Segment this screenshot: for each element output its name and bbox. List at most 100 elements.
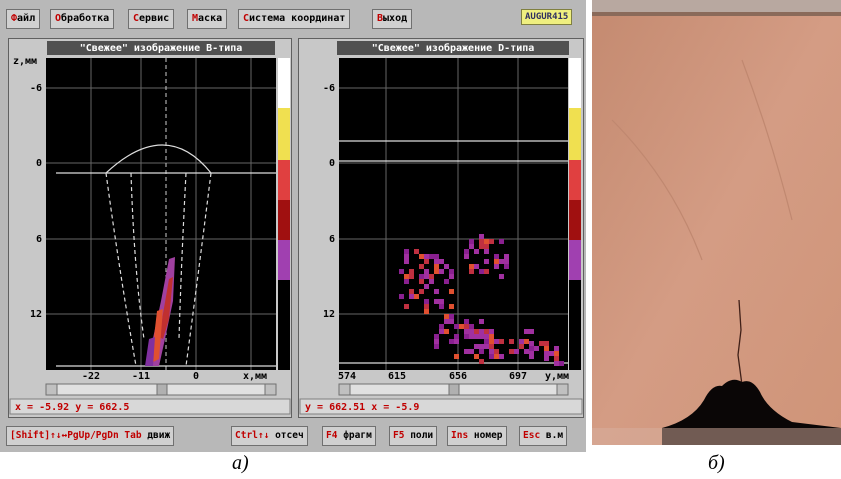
pixel <box>414 249 419 254</box>
pixel <box>489 349 494 354</box>
pixel <box>449 289 454 294</box>
menu-item[interactable]: Обработка <box>50 9 114 29</box>
key: Ins <box>451 430 468 441</box>
pixel <box>529 346 534 351</box>
hotkey[interactable]: [Shift]↑↓↔PgUp/PgDn Tab движ <box>6 426 174 446</box>
pixel <box>494 339 499 344</box>
menu-item[interactable]: Выход <box>372 9 412 29</box>
action: в.м <box>546 430 563 441</box>
pixel <box>484 339 489 344</box>
pixel <box>479 344 484 349</box>
pixel <box>479 239 484 244</box>
pixel <box>444 329 449 334</box>
y-tick-label: 6 <box>36 234 42 245</box>
badge: AUGUR415 <box>521 9 572 25</box>
pixel <box>519 339 524 344</box>
hotkey[interactable]: Esc в.м <box>519 426 567 446</box>
action: движ <box>147 430 170 441</box>
pixel <box>514 349 519 354</box>
pixel <box>424 284 429 289</box>
hotkey[interactable]: F4 фрагм <box>322 426 376 446</box>
key: [Shift]↑↓↔PgUp/PgDn Tab <box>10 430 142 441</box>
pixel <box>489 334 494 339</box>
hotkey[interactable]: Ins номер <box>447 426 507 446</box>
pixel <box>499 239 504 244</box>
pixel <box>484 249 489 254</box>
menu-item[interactable]: Файл <box>6 9 40 29</box>
pixel <box>524 339 529 344</box>
x-tick-label: 0 <box>193 371 199 382</box>
pixel <box>489 344 494 349</box>
pixel <box>494 254 499 259</box>
pixel <box>489 339 494 344</box>
x-tick-label: -11 <box>132 371 150 382</box>
pixel <box>479 269 484 274</box>
pixel <box>469 239 474 244</box>
pixel <box>399 269 404 274</box>
pixel <box>469 244 474 249</box>
pixel <box>479 234 484 239</box>
pixel <box>469 324 474 329</box>
pixel <box>484 334 489 339</box>
pixel <box>419 289 424 294</box>
pixel <box>509 339 514 344</box>
menu-item[interactable]: Система координат <box>238 9 350 29</box>
pixel <box>464 319 469 324</box>
menu-item[interactable]: Сервис <box>128 9 174 29</box>
pixel <box>414 294 419 299</box>
x-tick-label: x,мм <box>243 371 267 382</box>
pixel <box>504 264 509 269</box>
y-tick-label: 6 <box>329 234 335 245</box>
pixel <box>554 346 559 351</box>
pixel <box>484 329 489 334</box>
pixel <box>539 341 544 346</box>
pixel <box>439 259 444 264</box>
pixel <box>479 359 484 364</box>
pixel <box>504 259 509 264</box>
pixel <box>494 349 499 354</box>
pixel <box>499 339 504 344</box>
pixel <box>474 344 479 349</box>
pixel <box>559 361 564 366</box>
pixel <box>479 334 484 339</box>
color-scale <box>278 58 290 370</box>
pixel <box>449 274 454 279</box>
pixel <box>434 264 439 269</box>
pixel <box>529 341 534 346</box>
pixel <box>544 351 549 356</box>
pixel <box>474 354 479 359</box>
y-tick-label: -6 <box>30 83 42 94</box>
pixel <box>424 259 429 264</box>
pixel <box>439 324 444 329</box>
pixel <box>484 269 489 274</box>
pixel <box>454 354 459 359</box>
pixel <box>419 279 424 284</box>
x-tick-label: 615 <box>388 371 406 382</box>
pixel <box>404 304 409 309</box>
pixel <box>429 279 434 284</box>
scrollbar[interactable] <box>46 384 276 395</box>
x-tick-label: 574 <box>338 371 356 382</box>
pixel <box>544 341 549 346</box>
pixel <box>464 329 469 334</box>
pixel <box>494 259 499 264</box>
scrollbar[interactable] <box>339 384 568 395</box>
hotkey[interactable]: Ctrl↑↓ отсеч <box>231 426 308 446</box>
pixel <box>534 346 539 351</box>
pixel <box>429 274 434 279</box>
pixel <box>524 329 529 334</box>
pixel <box>444 264 449 269</box>
pixel <box>489 354 494 359</box>
hotkey[interactable]: F5 поли <box>389 426 437 446</box>
pixel <box>484 259 489 264</box>
menu-item[interactable]: Маска <box>187 9 227 29</box>
pixel <box>439 269 444 274</box>
pixel <box>464 254 469 259</box>
pixel <box>479 244 484 249</box>
pixel <box>434 259 439 264</box>
pixel <box>459 324 464 329</box>
pixel <box>519 344 524 349</box>
pixel <box>419 274 424 279</box>
pixel <box>404 259 409 264</box>
action: фрагм <box>343 430 372 441</box>
